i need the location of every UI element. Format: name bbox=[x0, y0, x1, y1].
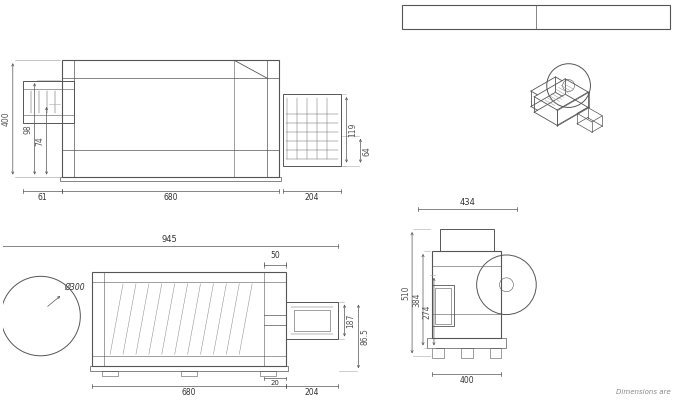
Text: 187: 187 bbox=[347, 313, 356, 328]
Bar bbox=[102, 371, 118, 376]
Bar bbox=[61, 178, 281, 182]
Text: 680: 680 bbox=[182, 388, 197, 397]
Bar bbox=[490, 348, 501, 358]
Text: 61: 61 bbox=[38, 193, 48, 202]
Text: 86.5: 86.5 bbox=[360, 328, 369, 345]
Text: Ø300: Ø300 bbox=[65, 283, 85, 292]
Bar bbox=[90, 366, 288, 371]
Text: 400: 400 bbox=[2, 112, 11, 126]
Bar bbox=[435, 288, 451, 324]
Text: 680: 680 bbox=[163, 193, 178, 202]
Bar bbox=[461, 348, 473, 358]
Bar bbox=[432, 251, 501, 338]
Bar bbox=[181, 371, 197, 376]
Bar bbox=[432, 348, 444, 358]
Text: 64: 64 bbox=[362, 146, 371, 156]
Text: 274: 274 bbox=[423, 304, 432, 319]
Text: 50: 50 bbox=[270, 251, 280, 260]
Text: 204: 204 bbox=[305, 193, 319, 202]
Bar bbox=[402, 5, 670, 28]
Bar bbox=[286, 302, 337, 340]
Bar bbox=[294, 310, 330, 332]
Text: Dimensions are: Dimensions are bbox=[615, 389, 670, 395]
Text: 20: 20 bbox=[271, 380, 279, 386]
Text: 204: 204 bbox=[305, 388, 319, 397]
Bar bbox=[63, 60, 279, 178]
Bar bbox=[427, 338, 507, 348]
Text: 384: 384 bbox=[412, 292, 421, 307]
Bar bbox=[283, 94, 341, 166]
Text: 98: 98 bbox=[24, 124, 33, 134]
Text: 119: 119 bbox=[349, 123, 358, 137]
Bar bbox=[432, 285, 454, 326]
Bar bbox=[260, 371, 276, 376]
Text: 510: 510 bbox=[401, 286, 410, 300]
Bar bbox=[92, 272, 286, 366]
Text: 945: 945 bbox=[161, 234, 177, 244]
Text: 434: 434 bbox=[460, 198, 475, 207]
Text: 400: 400 bbox=[460, 376, 474, 385]
Text: 74: 74 bbox=[35, 136, 45, 146]
Bar bbox=[440, 229, 494, 251]
Bar bbox=[22, 81, 74, 123]
